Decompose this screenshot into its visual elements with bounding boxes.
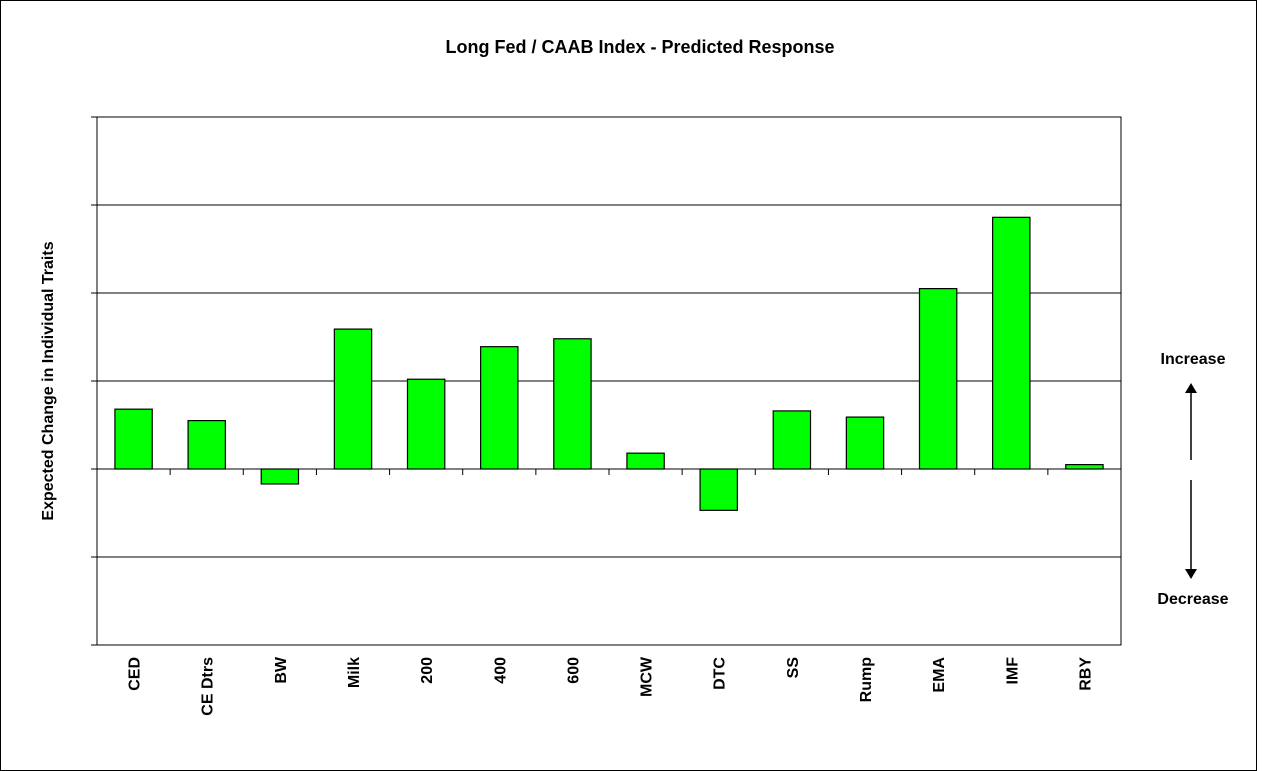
- chart-title: Long Fed / CAAB Index - Predicted Respon…: [445, 37, 834, 57]
- annotation: Decrease: [1157, 591, 1228, 608]
- x-tick-label: MCW: [639, 656, 656, 697]
- bar: [553, 338, 592, 470]
- bar: [992, 216, 1031, 470]
- annotation: Increase: [1161, 351, 1226, 368]
- bar: [918, 288, 958, 470]
- x-tick-label: RBY: [1077, 657, 1094, 691]
- x-tick-label: EMA: [931, 657, 948, 693]
- bar: [845, 416, 885, 470]
- x-tick-label: Rump: [858, 657, 875, 703]
- x-tick-label: CED: [127, 657, 144, 691]
- bar: [187, 420, 226, 470]
- y-axis-label: Expected Change in Individual Traits: [40, 241, 57, 520]
- bar: [626, 452, 665, 470]
- x-tick-label: Milk: [346, 657, 363, 688]
- bar: [114, 408, 153, 470]
- x-tick-label: 400: [492, 657, 509, 684]
- x-tick-label: 200: [419, 657, 436, 684]
- bar: [1065, 464, 1104, 470]
- bar: [260, 468, 300, 485]
- bar: [480, 346, 519, 470]
- bar: [333, 328, 373, 470]
- bar: [406, 378, 446, 470]
- x-tick-label: 600: [565, 657, 582, 684]
- x-tick-label: DTC: [712, 657, 729, 690]
- x-tick-label: SS: [785, 657, 802, 679]
- bar: [772, 410, 812, 470]
- x-tick-label: BW: [273, 656, 290, 684]
- x-tick-label: CE Dtrs: [200, 657, 217, 716]
- bar: [699, 468, 738, 511]
- x-tick-label: IMF: [1004, 657, 1021, 685]
